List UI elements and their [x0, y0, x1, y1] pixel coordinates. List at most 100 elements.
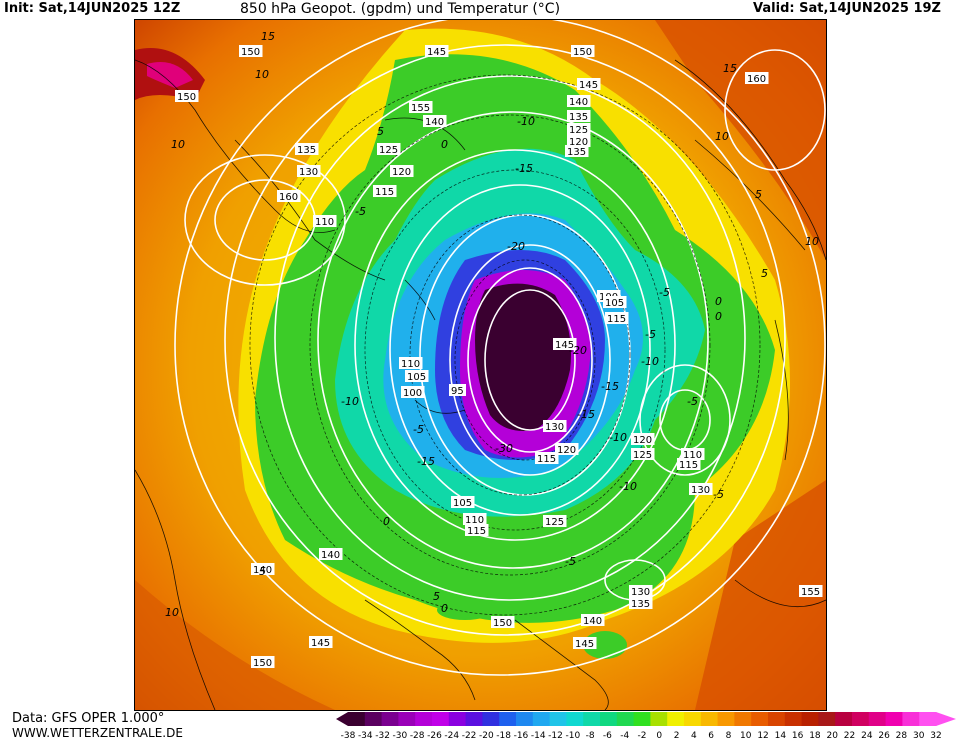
svg-text:120: 120	[569, 137, 588, 148]
svg-text:140: 140	[253, 565, 272, 576]
svg-text:115: 115	[375, 187, 394, 198]
geopotential-label: 115	[465, 524, 489, 537]
scale-tick-label: -16	[514, 731, 529, 741]
scale-swatch	[885, 712, 903, 726]
geopotential-label: 120	[555, 443, 579, 456]
geopotential-label: 105	[405, 370, 429, 383]
scale-tick-label: -28	[410, 731, 425, 741]
geopotential-label: 105	[451, 496, 475, 509]
svg-text:160: 160	[279, 192, 298, 203]
svg-text:145: 145	[427, 47, 446, 58]
temperature-label: -15	[601, 380, 619, 393]
scale-swatch	[768, 712, 786, 726]
scale-swatch	[516, 712, 534, 726]
scale-swatch	[583, 712, 601, 726]
scale-tick-label: 16	[792, 731, 804, 741]
geopotential-label: 125	[567, 123, 591, 136]
svg-text:125: 125	[545, 517, 564, 528]
geopotential-label: 160	[277, 190, 301, 203]
scale-tick-label: -12	[548, 731, 563, 741]
geopotential-label: 145	[425, 45, 449, 58]
scale-swatch	[650, 712, 668, 726]
geopotential-label: 125	[543, 515, 567, 528]
svg-text:105: 105	[453, 498, 472, 509]
scale-swatch	[734, 712, 752, 726]
scale-swatch	[381, 712, 399, 726]
scale-tick-label: 24	[861, 731, 873, 741]
temperature-label: 0	[441, 602, 448, 615]
scale-swatch	[482, 712, 500, 726]
scale-swatch	[600, 712, 618, 726]
temperature-label: -5	[687, 395, 698, 408]
scale-swatch	[684, 712, 702, 726]
scale-swatch	[566, 712, 584, 726]
geopotential-label: 110	[681, 448, 705, 461]
temperature-label: 15	[723, 62, 737, 75]
temperature-label: 0	[383, 515, 390, 528]
svg-text:150: 150	[493, 618, 512, 629]
svg-text:110: 110	[683, 450, 702, 461]
warm-corner-se	[695, 480, 826, 710]
temperature-label: -10	[609, 431, 627, 444]
temperature-label: -5	[413, 423, 424, 436]
scale-tick-label: 2	[674, 731, 680, 741]
temperature-label: -30	[495, 442, 513, 455]
temperature-label: 5	[433, 590, 440, 603]
weather-map[interactable]: 150 150 145 140 135 130 125 120 115 110 160 150 160 1…	[134, 19, 827, 711]
geopotential-label: 125	[631, 448, 655, 461]
geopotential-label: 120	[390, 165, 414, 178]
scale-tick-label: 28	[896, 731, 908, 741]
scale-tick-label: 14	[775, 731, 787, 741]
scale-swatch	[852, 712, 870, 726]
svg-text:135: 135	[567, 147, 586, 158]
temperature-label: -10	[341, 395, 359, 408]
scale-tick-label: -14	[531, 731, 546, 741]
temperature-label: 5	[259, 565, 266, 578]
svg-text:145: 145	[311, 638, 330, 649]
scale-swatch	[364, 712, 383, 726]
scale-tick-label: -26	[427, 731, 442, 741]
temperature-label: 5	[755, 188, 762, 201]
scale-tick-label: -18	[496, 731, 511, 741]
svg-text:120: 120	[633, 435, 652, 446]
geopotential-label: 120	[631, 433, 655, 446]
geopotential-label: 115	[605, 312, 629, 325]
temperature-label: 15	[261, 30, 275, 43]
scale-swatch	[784, 712, 803, 726]
scale-tick-label: 32	[930, 731, 941, 741]
geopotential-label: 145	[573, 637, 597, 650]
svg-text:125: 125	[379, 145, 398, 156]
temperature-label: 5	[377, 125, 384, 138]
scale-swatch	[448, 712, 467, 726]
temperature-label: -5	[565, 555, 576, 568]
temperature-label: 10	[165, 606, 179, 619]
svg-text:110: 110	[465, 515, 484, 526]
source-url[interactable]: WWW.WETTERZENTRALE.DE	[12, 726, 183, 740]
scale-tick-label: -6	[603, 731, 612, 741]
temperature-label: 10	[171, 138, 185, 151]
geopotential-label: 140	[567, 95, 591, 108]
svg-text:125: 125	[569, 125, 588, 136]
geopotential-label: 135	[629, 597, 653, 610]
scale-swatch	[818, 712, 836, 726]
init-time: Init: Sat,14JUN2025 12Z	[4, 1, 181, 16]
scale-swatch	[667, 712, 685, 726]
temperature-label: -15	[417, 455, 435, 468]
scale-swatch	[532, 712, 551, 726]
svg-text:150: 150	[241, 47, 260, 58]
temperature-contours	[249, 74, 761, 616]
svg-text:140: 140	[569, 97, 588, 108]
scale-tick-label: -24	[444, 731, 459, 741]
scale-tick-label: -4	[620, 731, 629, 741]
scale-tick-label: 10	[740, 731, 752, 741]
scale-swatch	[633, 712, 651, 726]
svg-text:150: 150	[177, 92, 196, 103]
scale-swatch	[348, 712, 366, 726]
scale-tick-label: 18	[809, 731, 821, 741]
data-source: Data: GFS OPER 1.000°	[12, 711, 165, 726]
geopotential-label: 135	[295, 143, 319, 156]
scale-tick-label: 26	[878, 731, 890, 741]
scale-tick-label: 12	[757, 731, 768, 741]
svg-text:115: 115	[607, 314, 626, 325]
green-blob-south-west	[437, 600, 493, 620]
